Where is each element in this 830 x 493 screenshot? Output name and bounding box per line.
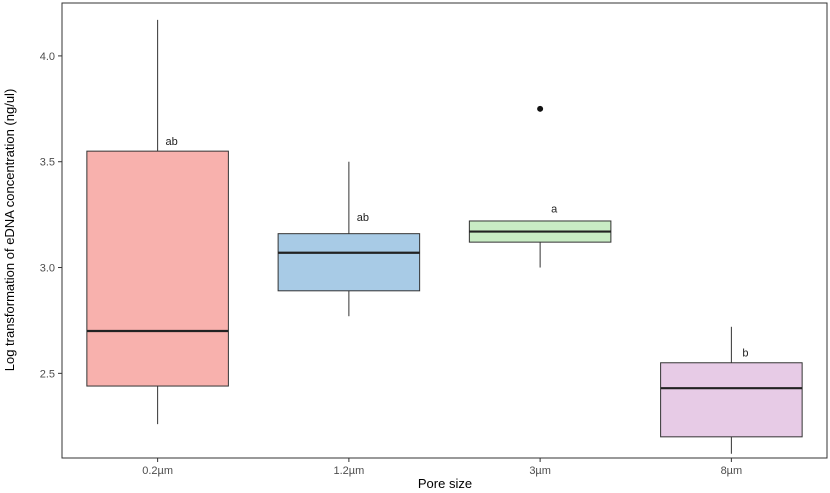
box-iqr [277,233,421,292]
x-tick-label: 1.2µm [333,465,364,477]
box-iqr [86,150,229,387]
y-tick-label: 3.0 [40,263,55,275]
x-tick-label: 3µm [529,465,551,477]
outlier-point [537,105,544,112]
y-tick-label: 2.5 [40,368,55,380]
box-8-m: b [660,326,803,454]
y-axis: 2.5 3.0 3.5 4.0 [40,51,62,380]
box-1-2-m: ab [277,161,421,317]
y-axis-title: Log transformation of eDNA concentration… [2,89,17,372]
y-tick-label: 4.0 [40,51,55,63]
x-tick-label: 8µm [721,465,743,477]
box-iqr [660,362,803,438]
box-3-m: a [468,105,612,268]
box-0-2-m: ab [86,19,229,425]
x-axis: 0.2µm 1.2µm 3µm 8µm [142,458,742,477]
significance-label: ab [166,136,178,148]
y-tick-label: 3.5 [40,157,55,169]
significance-label: b [742,347,748,359]
significance-label: ab [357,212,369,224]
x-tick-label: 0.2µm [142,465,173,477]
significance-label: a [551,204,558,216]
x-axis-title: Pore size [418,476,472,491]
